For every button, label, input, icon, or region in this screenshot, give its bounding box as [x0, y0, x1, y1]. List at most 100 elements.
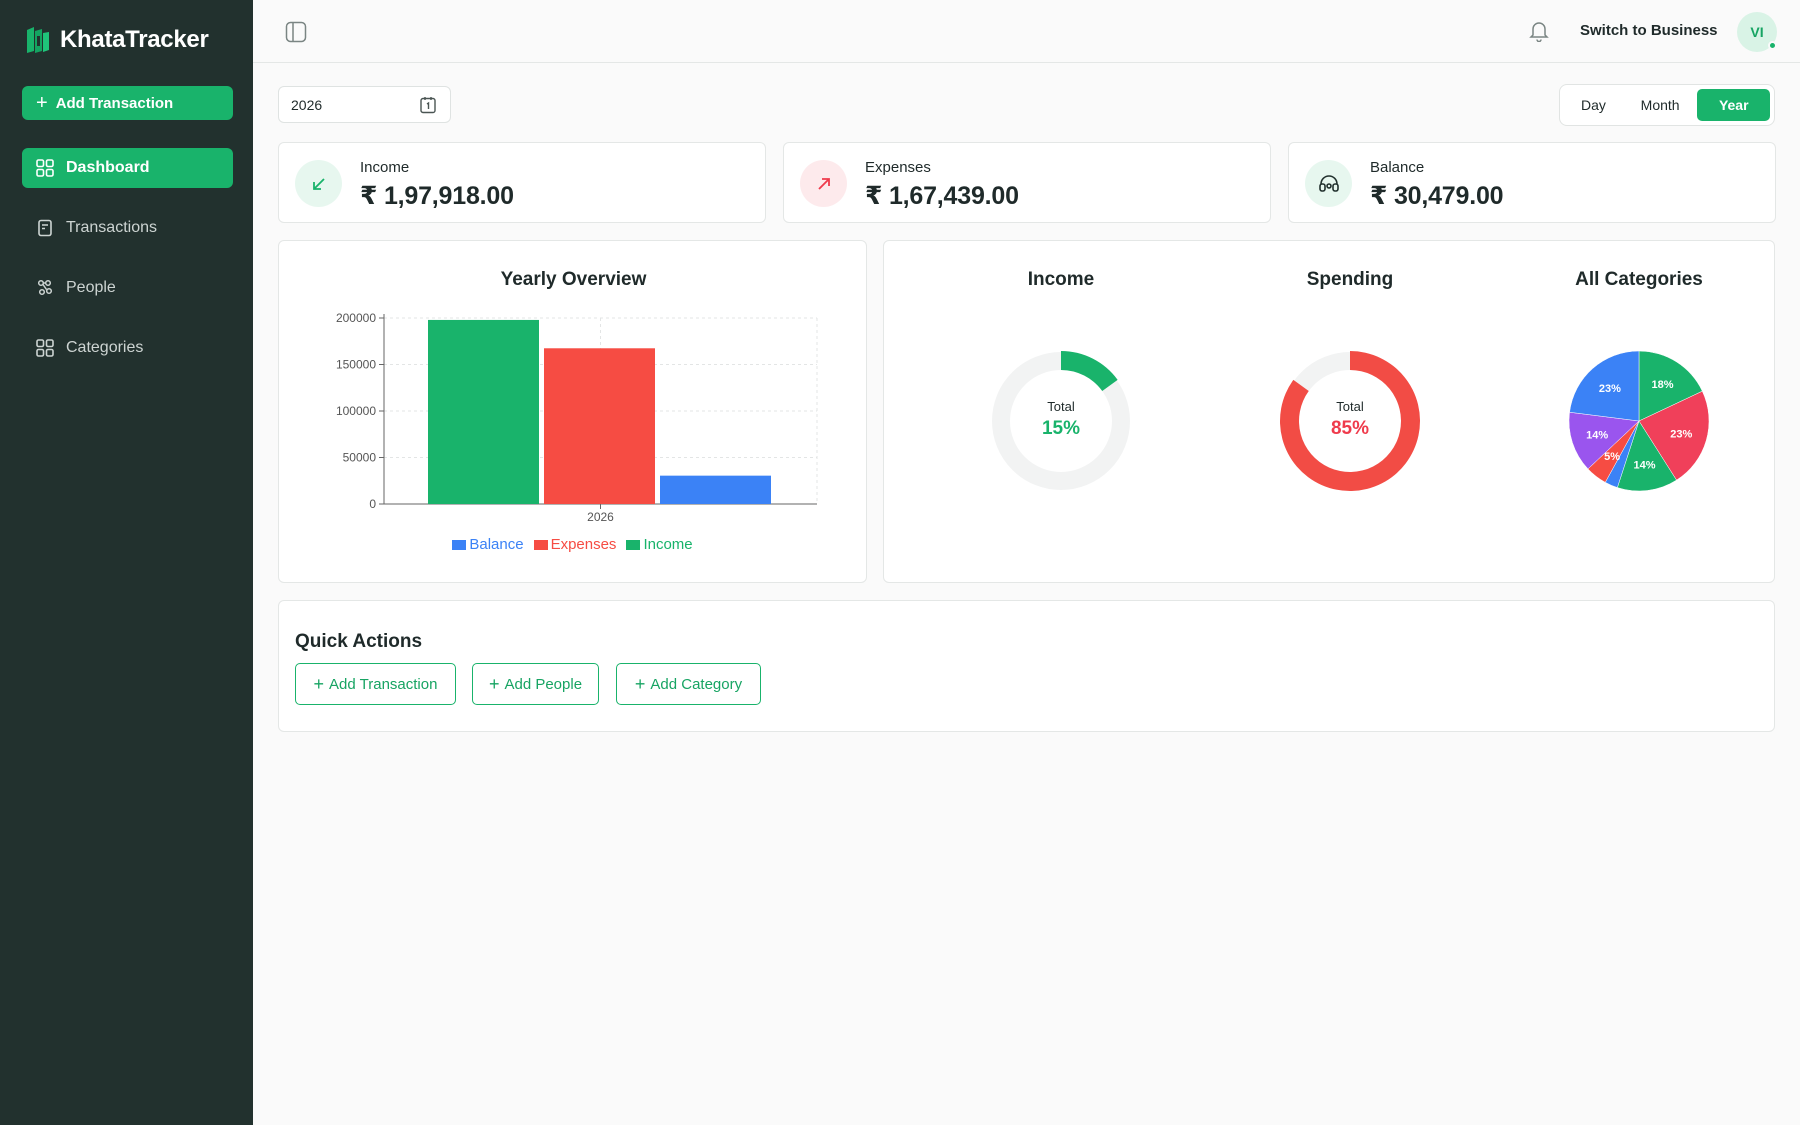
quick-actions-panel: Quick Actions + Add Transaction + Add Pe… [278, 600, 1775, 732]
balance-card: Balance ₹ 30,479.00 [1288, 142, 1776, 223]
plus-icon: + [634, 674, 646, 694]
bar-expenses [544, 348, 655, 504]
spending-total-label: Total [1336, 399, 1364, 414]
quick-add-people-button[interactable]: + Add People [472, 663, 599, 705]
legend-label: Balance [469, 536, 524, 553]
legend-item-income[interactable]: Income [626, 536, 693, 553]
income-donut-chart [992, 351, 1130, 490]
sidebar-item-label: People [66, 279, 116, 296]
sidebar-item-categories[interactable]: Categories [22, 328, 233, 368]
add-transaction-button[interactable]: + Add Transaction [22, 86, 233, 120]
chart-legend: Balance Expenses Income [279, 536, 866, 553]
add-transaction-label: Add Transaction [55, 94, 174, 112]
legend-item-balance[interactable]: Balance [452, 536, 524, 553]
income-donut-center: Total 15% [1011, 399, 1111, 440]
pie-slice-label: 18% [1652, 379, 1674, 391]
income-card: Income ₹ 1,97,918.00 [278, 142, 766, 223]
calendar-icon[interactable] [420, 96, 436, 114]
period-toggle: Day Month Year [1559, 84, 1775, 126]
receipt-icon [38, 219, 52, 237]
quick-action-label: Add Transaction [329, 675, 438, 693]
pie-slice-label: 14% [1633, 460, 1655, 472]
quick-actions-title: Quick Actions [295, 631, 423, 652]
arrow-down-left-icon [295, 160, 342, 207]
app-name: KhataTracker [60, 26, 209, 53]
switch-to-business-button[interactable]: Switch to Business [1580, 22, 1718, 39]
income-value: ₹ 1,97,918.00 [360, 182, 514, 210]
legend-swatch [626, 539, 641, 550]
income-chart-title: Income [1027, 269, 1095, 290]
income-donut-slice [1061, 351, 1118, 392]
grid-icon [36, 159, 54, 177]
pie-slice [1568, 411, 1640, 470]
balance-value: ₹ 30,479.00 [1370, 182, 1504, 210]
period-month-button[interactable]: Month [1640, 97, 1680, 113]
date-value: 2026 [291, 96, 323, 113]
plus-icon: + [488, 674, 500, 694]
expenses-value: ₹ 1,67,439.00 [865, 182, 1019, 210]
sidebar: KhataTracker + Add Transaction Dashboard… [0, 0, 253, 1125]
sidebar-nav: Dashboard Transactions People Categories [22, 148, 233, 388]
period-day-button[interactable]: Day [1580, 97, 1606, 113]
legend-label: Expenses [550, 536, 617, 553]
bell-icon[interactable] [1529, 20, 1549, 42]
yearly-overview-panel: Yearly Overview 0 50000 100000 150000 200000… [278, 240, 867, 583]
date-picker[interactable]: 2026 [278, 86, 451, 123]
bar-income [428, 319, 539, 504]
expenses-label: Expenses [865, 159, 931, 176]
sidebar-item-people[interactable]: People [22, 268, 233, 308]
pie-slice [1638, 390, 1710, 481]
wallet-icon [1305, 160, 1352, 207]
expenses-card: Expenses ₹ 1,67,439.00 [783, 142, 1271, 223]
quick-add-transaction-button[interactable]: + Add Transaction [295, 663, 456, 705]
sidebar-toggle-icon[interactable] [285, 21, 307, 43]
yearly-overview-title: Yearly Overview [500, 269, 647, 290]
category-charts-panel: Income Spending All Categories Total 15%… [883, 240, 1775, 583]
legend-swatch [533, 539, 548, 550]
y-tick-label: 100000 [336, 404, 376, 418]
bar-balance [660, 475, 771, 504]
plus-icon: + [36, 92, 48, 114]
online-status-dot [1768, 41, 1777, 50]
pie-slice [1617, 420, 1677, 492]
income-total-value: 15% [1041, 418, 1081, 439]
pie-slice-label: 23% [1599, 383, 1621, 395]
brand[interactable]: KhataTracker [24, 26, 209, 54]
spending-total-value: 85% [1330, 418, 1370, 439]
people-icon [37, 279, 53, 296]
spending-donut-chart [1280, 351, 1420, 491]
income-total-label: Total [1047, 399, 1075, 414]
logo-icon [27, 27, 49, 53]
y-tick-label: 150000 [336, 358, 376, 372]
pie-slice-label: 14% [1586, 430, 1608, 442]
sidebar-item-dashboard[interactable]: Dashboard [22, 148, 233, 188]
balance-label: Balance [1370, 159, 1425, 176]
y-tick-label: 50000 [343, 451, 377, 465]
x-tick-label: 2026 [587, 510, 614, 524]
income-label: Income [360, 159, 410, 176]
grid-icon [36, 339, 54, 357]
quick-action-label: Add Category [650, 675, 743, 693]
pie-slice-label: 5% [1604, 451, 1620, 463]
quick-action-label: Add People [504, 675, 583, 693]
all-categories-pie-chart: 18% 23% 14% 5% 14% 23% [1568, 350, 1710, 492]
spending-donut-center: Total 85% [1300, 399, 1400, 440]
avatar[interactable]: VI [1737, 12, 1777, 52]
all-categories-chart-title: All Categories [1575, 269, 1703, 290]
sidebar-item-transactions[interactable]: Transactions [22, 208, 233, 248]
sidebar-item-label: Transactions [66, 219, 157, 236]
yearly-overview-chart: 0 50000 100000 150000 200000 2026 [336, 311, 818, 524]
spending-chart-title: Spending [1306, 269, 1394, 290]
pie-slice-label: 23% [1670, 428, 1692, 440]
quick-add-category-button[interactable]: + Add Category [616, 663, 761, 705]
legend-item-expenses[interactable]: Expenses [533, 536, 617, 553]
pie-slice [1569, 350, 1640, 422]
y-tick-label: 0 [369, 497, 376, 511]
legend-swatch [452, 539, 467, 550]
plus-icon: + [313, 674, 325, 694]
sidebar-item-label: Dashboard [66, 159, 150, 176]
period-year-button[interactable]: Year [1697, 89, 1770, 121]
top-bar: Switch to Business VI [253, 0, 1800, 63]
pie-slice [1638, 350, 1703, 422]
arrow-up-right-icon [800, 160, 847, 207]
